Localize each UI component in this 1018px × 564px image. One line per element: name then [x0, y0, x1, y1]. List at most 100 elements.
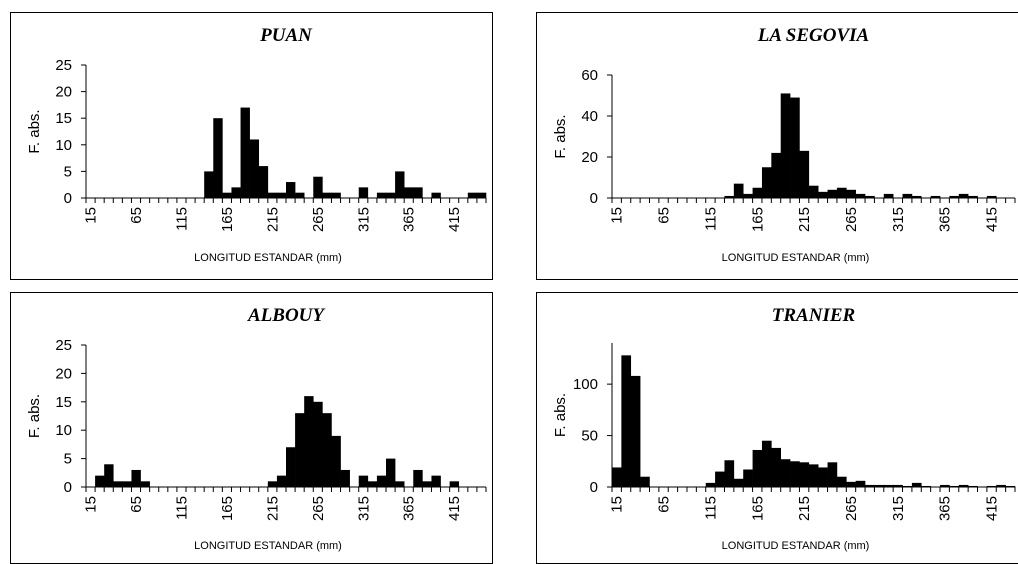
histogram-bar [865, 195, 875, 198]
histogram-bar [761, 440, 772, 487]
histogram-bar [267, 192, 278, 198]
histogram-bar [249, 139, 260, 198]
histogram-bar [340, 469, 350, 487]
y-tick-label: 25 [55, 337, 72, 354]
chart-title: LA SEGOVIA [757, 25, 869, 46]
histogram-bar [476, 192, 487, 198]
x-tick-label: 65 [128, 496, 145, 513]
chart-svg: LA SEGOVIA 0 20 40 60 15 65 115 165 215 265 315 365 4… [552, 25, 1016, 264]
y-tick-label: 0 [64, 479, 72, 496]
histogram-bar [836, 476, 847, 487]
histogram-bar [940, 484, 950, 487]
y-tick-label: 0 [590, 479, 598, 496]
x-tick-label: 265 [843, 496, 860, 521]
y-axis-label: F. abs. [552, 393, 569, 437]
histogram-bar [827, 462, 838, 487]
histogram-bar [258, 166, 269, 198]
y-tick-label: 20 [55, 365, 72, 382]
x-tick-label: 215 [264, 207, 281, 232]
histogram-bar [331, 192, 341, 198]
histogram-bar [724, 195, 735, 198]
x-tick-label: 165 [219, 496, 236, 521]
y-tick-label: 15 [55, 394, 72, 411]
histogram-bar [733, 478, 744, 487]
x-tick-label: 15 [609, 496, 626, 513]
chart-panel-tranier: TRANIER 0 50 100 15 65 115 165 215 265 315 365 415 LO… [536, 292, 1018, 564]
x-tick-label: 415 [984, 496, 1001, 521]
histogram-bar [855, 193, 866, 198]
y-tick-label: 0 [64, 190, 72, 207]
chart-title: ALBOUY [247, 305, 326, 326]
histogram-bar [267, 481, 278, 487]
histogram-bar [630, 375, 641, 487]
x-tick-label: 115 [702, 207, 719, 231]
histogram-bar [865, 484, 875, 487]
x-tick-label: 65 [656, 496, 673, 513]
x-tick-label: 165 [749, 496, 766, 521]
x-tick-label: 65 [128, 207, 145, 224]
x-tick-label: 265 [843, 207, 860, 232]
histogram-bar [449, 481, 460, 487]
x-tick-label: 415 [984, 207, 1001, 232]
y-tick-label: 10 [55, 137, 72, 154]
histogram-bar [808, 464, 819, 487]
histogram-bar [286, 182, 296, 198]
histogram-bar [827, 189, 838, 198]
histogram-bar [911, 195, 922, 198]
chart-svg: TRANIER 0 50 100 15 65 115 165 215 265 315 365 415 LO… [552, 305, 1016, 552]
x-tick-label: 165 [749, 207, 766, 232]
histogram-bar [986, 195, 997, 198]
histogram-bar [612, 467, 622, 487]
histogram-bar [322, 413, 332, 487]
histogram-bar [771, 152, 781, 198]
histogram-bar [131, 469, 141, 487]
histogram-bar [313, 401, 323, 487]
histogram-bar [986, 485, 997, 487]
x-tick-label: 65 [656, 207, 673, 224]
chart-panel-la-segovia: LA SEGOVIA 0 20 40 60 15 65 115 165 215 265 315 365 4… [536, 12, 1018, 280]
x-tick-label: 415 [446, 496, 463, 521]
histogram-bar [968, 485, 978, 487]
y-axis-label: F. abs. [26, 109, 43, 153]
histogram-bar [621, 355, 632, 487]
histogram-bar [733, 183, 744, 198]
histogram-bar [331, 435, 341, 487]
x-tick-label: 315 [890, 207, 907, 232]
y-tick-label: 5 [64, 163, 72, 180]
histogram-bar [295, 413, 305, 487]
chart-panel-puan: PUAN 0 5 10 15 20 25 15 65 115 165 215 265 315 365 415 L… [10, 12, 493, 280]
x-axis-label: LONGITUD ESTANDAR (mm) [194, 540, 342, 552]
histogram-bar [874, 484, 885, 487]
histogram-bar [1005, 485, 1016, 487]
x-tick-label: 215 [264, 496, 281, 521]
histogram-bar [752, 187, 763, 198]
histogram-bar [902, 485, 913, 487]
histogram-bar [790, 97, 800, 198]
x-tick-label: 365 [937, 496, 954, 521]
histogram-bar [322, 192, 332, 198]
histogram-bar [395, 171, 405, 198]
histogram-bar [395, 481, 405, 487]
histogram-bar [743, 469, 753, 487]
histogram-bar [276, 475, 287, 487]
histogram-bar [104, 464, 114, 487]
x-tick-label: 365 [937, 207, 954, 232]
histogram-bar [467, 192, 478, 198]
y-tick-label: 100 [573, 376, 598, 393]
histogram-bar [921, 485, 931, 487]
histogram-bar [883, 484, 894, 487]
histogram-bar [818, 467, 828, 487]
histogram-bar [968, 195, 978, 198]
x-tick-label: 115 [702, 496, 719, 520]
y-tick-label: 20 [581, 149, 598, 166]
histogram-bar [358, 187, 369, 198]
x-tick-label: 215 [796, 207, 813, 232]
histogram-bar [431, 475, 441, 487]
y-tick-label: 0 [590, 190, 598, 207]
histogram-bar [222, 192, 232, 198]
histogram-bar [790, 461, 800, 487]
x-axis-label: LONGITUD ESTANDAR (mm) [194, 252, 342, 264]
histogram-bar [799, 150, 810, 198]
histogram-bar [949, 195, 960, 198]
histogram-bar [240, 107, 250, 198]
